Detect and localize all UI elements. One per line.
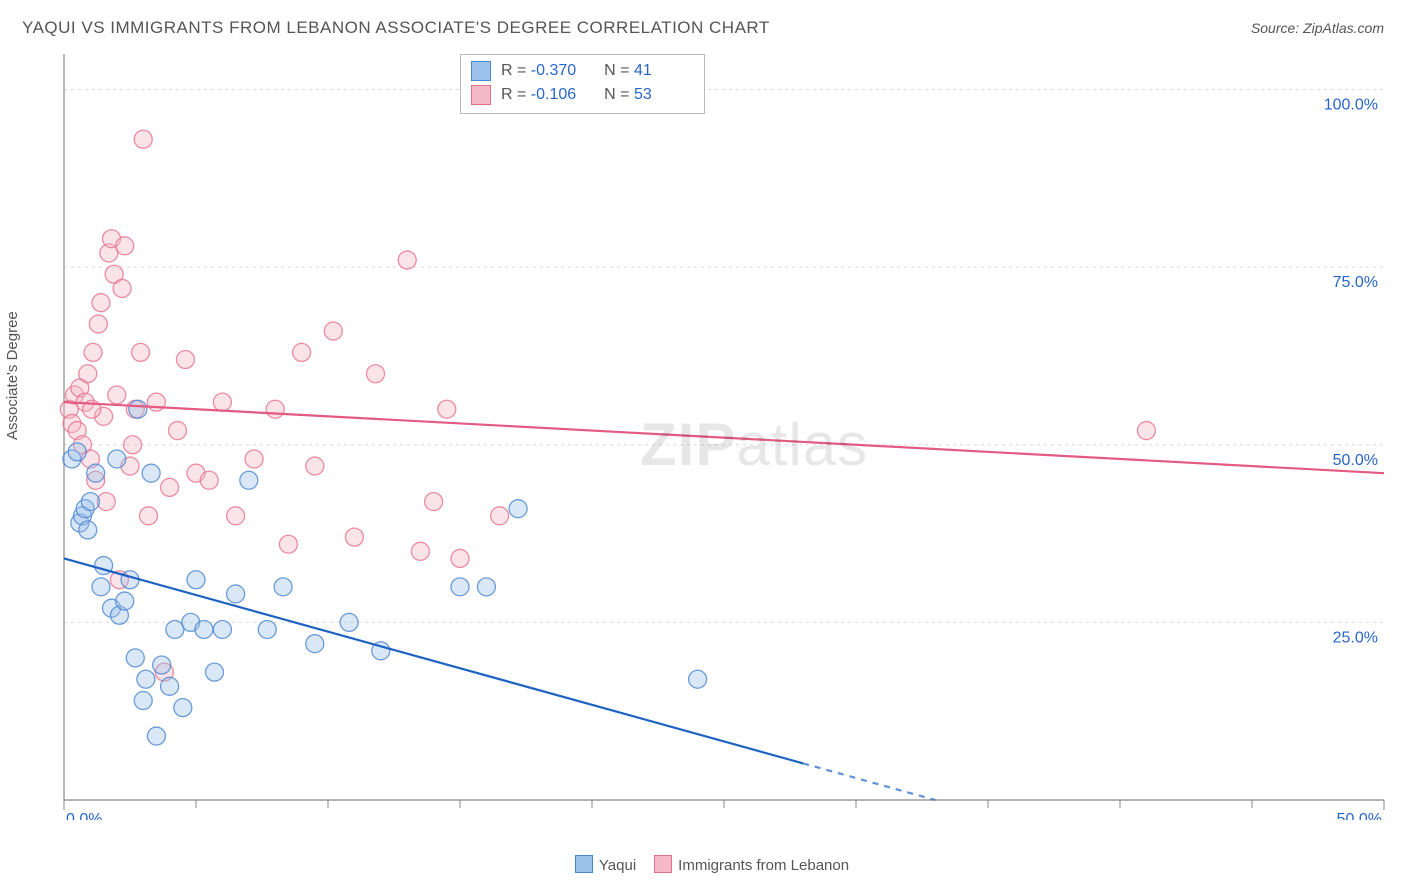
svg-text:50.0%: 50.0% (1337, 811, 1382, 820)
scatter-point (491, 507, 509, 525)
chart-title: YAQUI VS IMMIGRANTS FROM LEBANON ASSOCIA… (22, 18, 770, 38)
legend-swatch (471, 85, 491, 105)
scatter-point (87, 464, 105, 482)
scatter-point (411, 542, 429, 560)
scatter-point (227, 585, 245, 603)
stats-legend: R = -0.370 N = 41R = -0.106 N = 53 (460, 54, 705, 114)
scatter-point (451, 549, 469, 567)
scatter-point (1137, 422, 1155, 440)
scatter-point (89, 315, 107, 333)
scatter-point (266, 400, 284, 418)
scatter-point (195, 620, 213, 638)
scatter-point (81, 493, 99, 511)
scatter-point (142, 464, 160, 482)
scatter-point (121, 571, 139, 589)
scatter-point (227, 507, 245, 525)
scatter-point (174, 699, 192, 717)
legend-swatch (471, 61, 491, 81)
scatter-point (324, 322, 342, 340)
scatter-point (345, 528, 363, 546)
scatter-point (92, 294, 110, 312)
scatter-point (132, 343, 150, 361)
scatter-point (398, 251, 416, 269)
scatter-point (306, 457, 324, 475)
scatter-point (306, 635, 324, 653)
watermark: ZIPatlas (640, 410, 868, 479)
scatter-point (116, 592, 134, 610)
scatter-point (340, 613, 358, 631)
svg-text:100.0%: 100.0% (1324, 97, 1378, 114)
scatter-point (169, 422, 187, 440)
series-legend: Yaqui Immigrants from Lebanon (0, 855, 1406, 874)
legend-stats-text: R = -0.370 N = 41 (501, 59, 694, 83)
scatter-point (108, 450, 126, 468)
scatter-point (293, 343, 311, 361)
scatter-point (187, 571, 205, 589)
legend-label: Immigrants from Lebanon (678, 857, 849, 874)
scatter-point (425, 493, 443, 511)
chart-header: YAQUI VS IMMIGRANTS FROM LEBANON ASSOCIA… (22, 18, 1384, 38)
scatter-point (161, 478, 179, 496)
scatter-point (367, 365, 385, 383)
scatter-point (258, 620, 276, 638)
scatter-point (92, 578, 110, 596)
scatter-point (134, 692, 152, 710)
scatter-point (124, 436, 142, 454)
scatter-point (79, 365, 97, 383)
scatter-point (116, 237, 134, 255)
scatter-point (113, 279, 131, 297)
scatter-point (126, 649, 144, 667)
scatter-point (274, 578, 292, 596)
scatter-point (245, 450, 263, 468)
svg-text:0.0%: 0.0% (66, 811, 102, 820)
scatter-point (153, 656, 171, 674)
scatter-point (176, 351, 194, 369)
svg-text:50.0%: 50.0% (1333, 452, 1378, 469)
scatter-point (134, 130, 152, 148)
legend-stats-text: R = -0.106 N = 53 (501, 83, 694, 107)
scatter-point (161, 677, 179, 695)
scatter-point (213, 620, 231, 638)
scatter-point (451, 578, 469, 596)
svg-text:75.0%: 75.0% (1333, 274, 1378, 291)
scatter-point (68, 443, 86, 461)
legend-label: Yaqui (599, 857, 636, 874)
legend-swatch (575, 855, 593, 873)
scatter-point (108, 386, 126, 404)
scatter-point (509, 500, 527, 518)
y-axis-label: Associate's Degree (4, 311, 21, 440)
scatter-point (240, 471, 258, 489)
legend-swatch (654, 855, 672, 873)
scatter-point (213, 393, 231, 411)
scatter-point (477, 578, 495, 596)
scatter-point (139, 507, 157, 525)
scatter-point (79, 521, 97, 539)
scatter-point (279, 535, 297, 553)
scatter-point (147, 727, 165, 745)
scatter-point (200, 471, 218, 489)
legend-row: R = -0.370 N = 41 (471, 59, 694, 83)
scatter-point (84, 343, 102, 361)
scatter-point (137, 670, 155, 688)
scatter-point (689, 670, 707, 688)
chart-source: Source: ZipAtlas.com (1251, 20, 1384, 36)
legend-row: R = -0.106 N = 53 (471, 83, 694, 107)
svg-text:25.0%: 25.0% (1333, 629, 1378, 646)
scatter-point (438, 400, 456, 418)
scatter-point (205, 663, 223, 681)
scatter-point (129, 400, 147, 418)
